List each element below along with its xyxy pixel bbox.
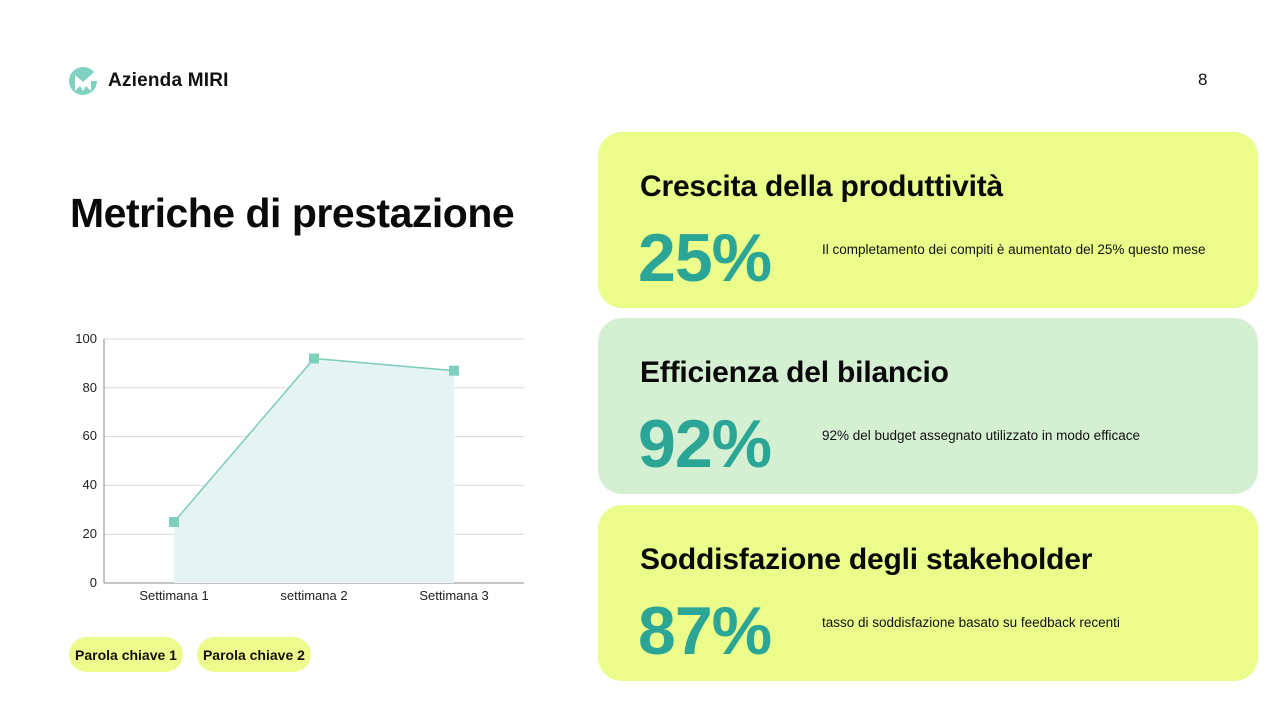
y-tick: 80: [83, 380, 97, 395]
x-tick-labels: Settimana 1 settimana 2 Settimana 3: [139, 588, 488, 603]
keyword-tag: Parola chiave 2: [196, 637, 311, 672]
card-description: tasso di soddisfazione basato su feedbac…: [822, 615, 1120, 630]
card-title: Efficienza del bilancio: [640, 356, 949, 389]
area-fill: [174, 358, 454, 583]
card-value: 92%: [638, 406, 772, 482]
data-point: [309, 353, 319, 364]
brand: Azienda MIRI: [68, 66, 229, 96]
y-tick: 20: [83, 526, 97, 541]
card-description: Il completamento dei compiti è aumentato…: [822, 242, 1206, 257]
data-point: [449, 365, 459, 376]
brand-name: Azienda MIRI: [108, 70, 229, 91]
data-point: [169, 517, 179, 527]
card-value: 87%: [638, 593, 772, 669]
keyword-tags: Parola chiave 1 Parola chiave 2: [69, 637, 311, 672]
keyword-tag: Parola chiave 1: [69, 637, 183, 672]
card-description: 92% del budget assegnato utilizzato in m…: [822, 428, 1140, 443]
x-tick: Settimana 1: [139, 588, 208, 603]
metric-card-productivity: Crescita della produttività 25% Il compl…: [598, 132, 1258, 308]
y-tick: 40: [83, 477, 97, 492]
performance-chart: 0 20 40 60 80 100 Settimana 1 settimana …: [60, 322, 540, 612]
line-area-chart: 0 20 40 60 80 100 Settimana 1 settimana …: [75, 331, 524, 603]
page-number: 8: [1198, 70, 1208, 89]
x-tick: Settimana 3: [419, 588, 488, 603]
card-title: Soddisfazione degli stakeholder: [640, 543, 1093, 576]
metric-card-budget: Efficienza del bilancio 92% 92% del budg…: [598, 318, 1258, 494]
card-value: 25%: [638, 220, 772, 296]
card-title: Crescita della produttività: [640, 170, 1004, 203]
page-title: Metriche di prestazione: [70, 190, 515, 236]
y-tick: 0: [90, 575, 97, 590]
y-tick-labels: 0 20 40 60 80 100: [75, 331, 97, 590]
metric-card-stakeholder: Soddisfazione degli stakeholder 87% tass…: [598, 505, 1258, 681]
m-logo-icon: [69, 66, 97, 95]
y-tick: 100: [75, 331, 97, 346]
x-tick: settimana 2: [280, 588, 347, 603]
y-tick: 60: [83, 428, 97, 443]
